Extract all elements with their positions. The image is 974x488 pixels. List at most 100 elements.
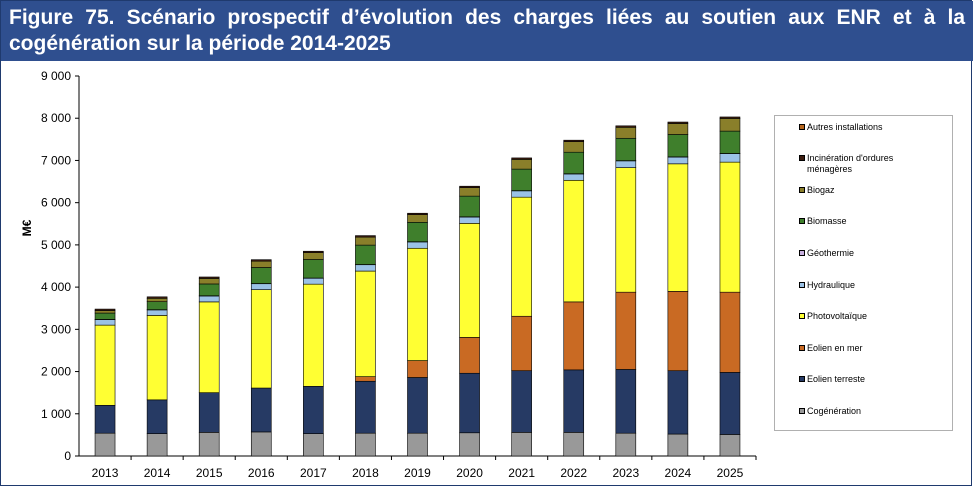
bar-segment	[615, 167, 637, 293]
legend-label: Cogénération	[807, 406, 957, 417]
legend-label-line: Incinération d'ordures	[807, 153, 894, 163]
bar-segment	[146, 301, 168, 310]
bar-segment	[563, 151, 585, 175]
legend-swatch	[799, 408, 805, 414]
legend-label-line: Eolien en mer	[807, 343, 863, 353]
bar-segment	[355, 270, 376, 377]
legend-swatch	[799, 282, 805, 288]
bar-segment	[563, 141, 585, 153]
bar-segment	[459, 337, 480, 374]
bar-segment	[250, 387, 272, 433]
x-tick-label: 2024	[665, 466, 692, 480]
x-tick-label: 2025	[717, 466, 744, 480]
bar-segment	[459, 187, 480, 197]
bar-segment	[146, 315, 168, 401]
bar-segment	[563, 173, 585, 181]
bar-segment	[303, 252, 324, 260]
legend-label-line: Photovoltaïque	[807, 311, 868, 321]
legend-label-line: Biomasse	[807, 216, 847, 226]
bar-segment	[719, 118, 741, 132]
bar-segment	[407, 214, 428, 223]
y-tick-label: 8 000	[41, 111, 71, 125]
bar-segment	[459, 195, 480, 218]
bar-segment	[615, 432, 637, 457]
legend-swatch	[799, 155, 805, 161]
legend-label: Hydraulique	[807, 280, 957, 291]
legend-swatch	[799, 124, 805, 130]
y-tick-label: 0	[64, 449, 71, 463]
legend-label: Géothermie	[807, 248, 957, 259]
legend-label-line: Cogénération	[807, 406, 862, 416]
bar-segment	[719, 161, 741, 293]
bar-segment	[250, 431, 272, 457]
bar-segment	[719, 130, 741, 154]
legend-label: Biogaz	[807, 185, 957, 196]
legend-label: Incinération d'ordures ménagères	[807, 153, 957, 175]
y-tick-label: 7 000	[41, 153, 71, 167]
bar-segment	[355, 244, 376, 265]
bar-segment	[511, 157, 532, 160]
bar-segment	[303, 433, 324, 457]
bar-segment	[511, 196, 532, 317]
bar-segment	[198, 432, 220, 457]
legend-swatch	[799, 218, 805, 224]
bar-segment	[355, 380, 376, 434]
bar-segment	[146, 297, 168, 302]
bar-segment	[355, 235, 376, 238]
legend-label: Eolien terreste	[807, 374, 957, 385]
legend-label: Photovoltaïque	[807, 311, 957, 322]
legend-label-line: Eolien terreste	[807, 374, 866, 384]
bar-segment	[667, 121, 689, 124]
x-tick-label: 2019	[404, 466, 431, 480]
bar-segment	[563, 179, 585, 303]
legend-label-line: Biogaz	[807, 185, 835, 195]
y-axis-label: M€	[20, 219, 34, 236]
y-tick-label: 3 000	[41, 322, 71, 336]
bar-segment	[146, 309, 168, 316]
bar-segment	[459, 185, 480, 188]
bar-segment	[667, 291, 689, 372]
bar-segment	[511, 370, 532, 433]
bar-segment	[459, 216, 480, 224]
y-tick-label: 2 000	[41, 365, 71, 379]
bar-segment	[303, 259, 324, 279]
legend-label-line: Autres installations	[807, 122, 883, 132]
bar-segment	[407, 241, 428, 249]
bar-segment	[459, 223, 480, 338]
y-tick-label: 4 000	[41, 280, 71, 294]
x-tick-label: 2016	[248, 466, 275, 480]
legend-swatch	[799, 345, 805, 351]
bar-segment	[355, 264, 376, 272]
bar-segment	[250, 289, 272, 389]
bar-segment	[615, 127, 637, 139]
bar-segment	[667, 134, 689, 158]
bar-segment	[667, 123, 689, 135]
bar-segment	[615, 137, 637, 161]
legend-swatch	[799, 376, 805, 382]
bar-segment	[198, 278, 220, 285]
bar-segment	[94, 319, 116, 326]
y-tick-label: 6 000	[41, 196, 71, 210]
bar-segment	[198, 276, 220, 279]
x-tick-label: 2023	[612, 466, 639, 480]
legend-swatch	[799, 250, 805, 256]
bar-segment	[615, 125, 637, 128]
legend-label-line: ménagères	[807, 164, 853, 174]
bar-segment	[563, 369, 585, 433]
bar-segment	[303, 277, 324, 285]
bar-segment	[355, 236, 376, 246]
legend-label: Eolien en mer	[807, 343, 957, 354]
bar-segment	[355, 432, 376, 457]
bar-segment	[511, 432, 532, 457]
bar-segment	[563, 432, 585, 457]
bar-segment	[407, 212, 428, 216]
x-tick-label: 2020	[456, 466, 483, 480]
bar-segment	[250, 267, 272, 284]
y-tick-label: 5 000	[41, 238, 71, 252]
figure-title: Figure 75. Scénario prospectif d’évoluti…	[1, 1, 973, 61]
bar-segment	[667, 156, 689, 165]
bar-segment	[719, 153, 741, 163]
bar-segment	[667, 163, 689, 292]
legend-label-line: Hydraulique	[807, 280, 856, 290]
bar-segment	[146, 399, 168, 434]
